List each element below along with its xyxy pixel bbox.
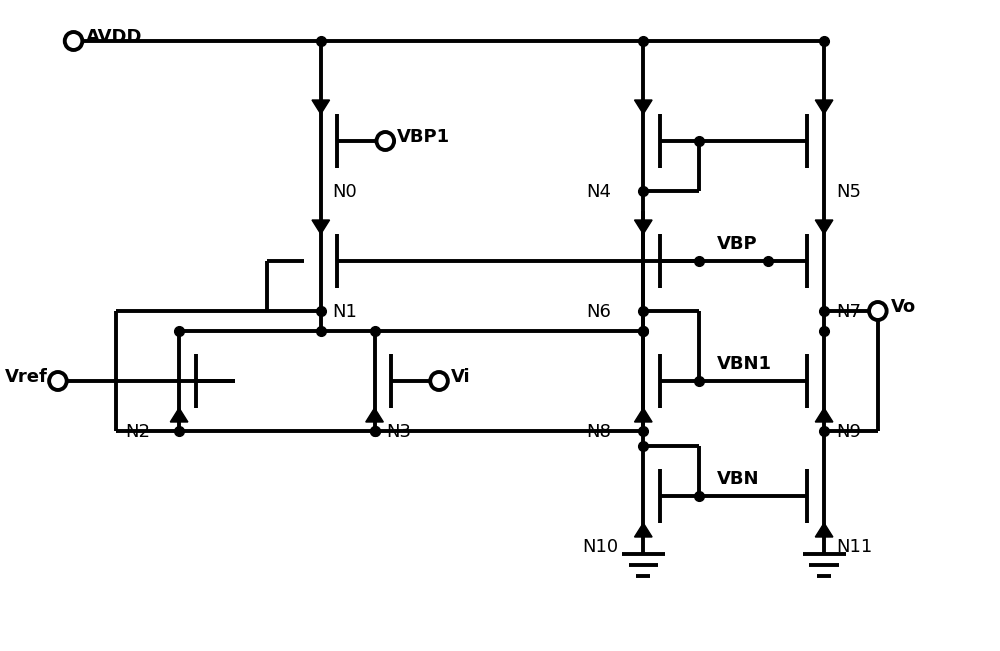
Polygon shape — [312, 100, 330, 114]
Polygon shape — [634, 100, 652, 114]
Text: N1: N1 — [333, 303, 357, 321]
Polygon shape — [170, 408, 188, 422]
Polygon shape — [634, 523, 652, 537]
Text: N6: N6 — [587, 303, 611, 321]
Text: VBN1: VBN1 — [717, 355, 772, 373]
Text: N5: N5 — [836, 183, 861, 201]
Text: N11: N11 — [836, 538, 872, 556]
Text: Vi: Vi — [451, 368, 470, 386]
Polygon shape — [634, 408, 652, 422]
Circle shape — [49, 372, 67, 390]
Circle shape — [430, 372, 448, 390]
Text: N4: N4 — [587, 183, 612, 201]
Text: N2: N2 — [125, 423, 150, 441]
Circle shape — [869, 302, 887, 320]
Polygon shape — [815, 408, 833, 422]
Text: Vo: Vo — [891, 298, 916, 316]
Text: N3: N3 — [386, 423, 411, 441]
Text: N0: N0 — [333, 183, 357, 201]
Polygon shape — [815, 523, 833, 537]
Polygon shape — [815, 100, 833, 114]
Polygon shape — [634, 220, 652, 234]
Text: N10: N10 — [583, 538, 619, 556]
Text: N7: N7 — [836, 303, 861, 321]
Text: N9: N9 — [836, 423, 861, 441]
Polygon shape — [815, 220, 833, 234]
Polygon shape — [366, 408, 383, 422]
Polygon shape — [312, 220, 330, 234]
Text: AVDD: AVDD — [86, 28, 143, 46]
Text: VBP1: VBP1 — [397, 128, 450, 146]
Text: Vref: Vref — [5, 368, 48, 386]
Text: N8: N8 — [587, 423, 611, 441]
Text: VBN: VBN — [717, 470, 759, 488]
Text: VBP: VBP — [717, 235, 757, 253]
Circle shape — [65, 32, 82, 50]
Circle shape — [376, 132, 394, 150]
